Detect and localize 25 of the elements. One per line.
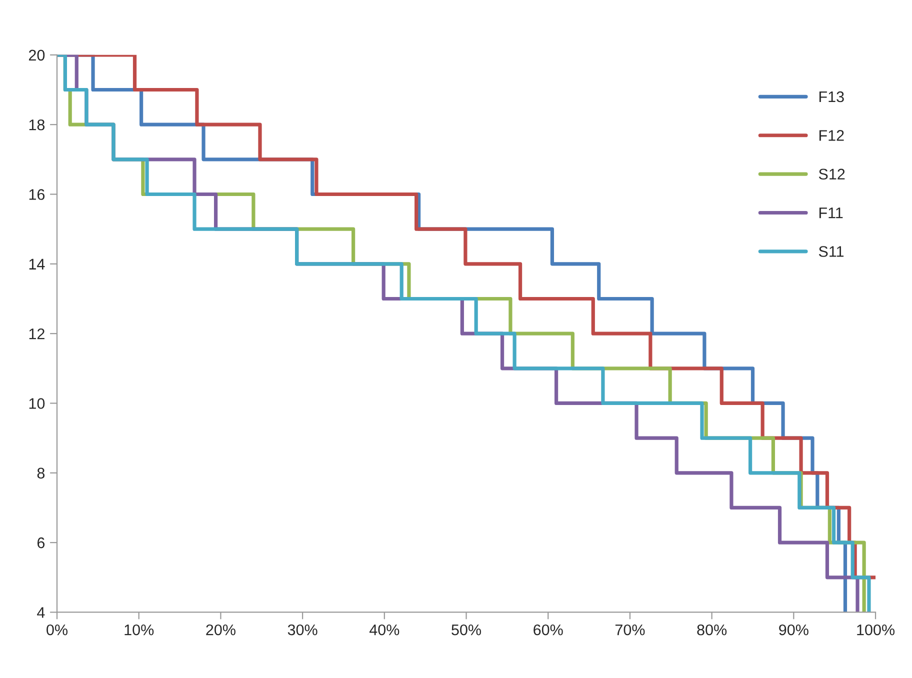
x-tick-label: 10% [124,624,154,636]
legend-label: S12 [818,168,845,180]
x-tick-label: 20% [206,624,236,636]
x-tick-label: 70% [615,624,645,636]
y-tick-label: 18 [29,119,45,130]
legend-label: F11 [819,208,843,218]
x-tick-label: 100% [857,624,895,636]
y-tick-label: 8 [37,468,45,479]
y-tick-label: 16 [29,189,45,200]
legend-label: F13 [819,91,844,102]
legend-label: S11 [818,246,844,257]
legend-label: F12 [819,130,844,141]
y-tick-label: 14 [29,258,45,270]
y-tick-label: 20 [28,50,45,61]
y-tick-label: 12 [29,328,44,340]
x-tick-label: 90% [779,624,808,636]
y-tick-label: 10 [29,398,45,409]
x-tick-label: 80% [697,624,727,636]
x-tick-label: 30% [288,624,318,636]
y-tick-label: 4 [37,607,45,618]
x-tick-label: 60% [534,624,563,636]
x-tick-label: 40% [369,624,400,636]
x-tick-label: 50% [452,624,482,636]
y-tick-label: 6 [37,537,45,548]
x-tick-label: 0% [46,624,68,636]
